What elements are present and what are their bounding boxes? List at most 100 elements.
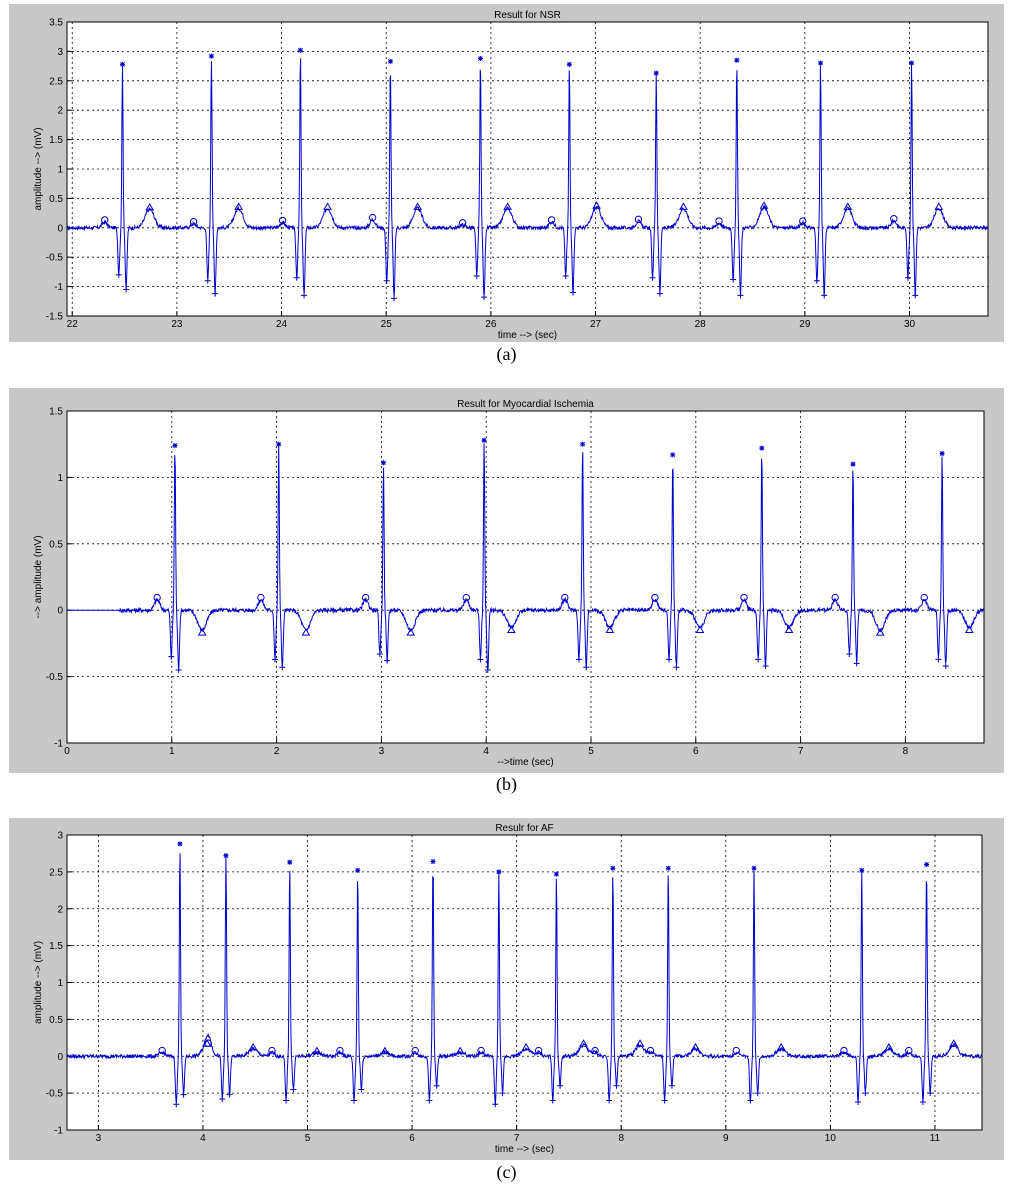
- t-wave-marker: [506, 625, 516, 633]
- chart-panel-a: Result for NSR 22 23 24 25 26 27 28 29 30 -1.5 -1 -0…: [0, 0, 1013, 372]
- t-wave-marker: [759, 201, 769, 209]
- y-tick-label: 2.5: [49, 867, 63, 878]
- t-wave-marker: [413, 202, 422, 210]
- s-wave-marker: [433, 1082, 440, 1089]
- s-wave-marker: [301, 292, 308, 299]
- y-tick-label: 1: [57, 978, 63, 989]
- y-tick-label: 3.5: [49, 18, 63, 29]
- x-tick-label: 5: [305, 1133, 311, 1144]
- q-wave-marker: [283, 1097, 290, 1104]
- chart-frame-a: Result for NSR 22 23 24 25 26 27 28 29 30 -1.5 -1 -0…: [9, 4, 1004, 342]
- t-wave-marker: [521, 1042, 531, 1051]
- t-wave-marker: [592, 201, 601, 209]
- x-tick-label: 30: [904, 319, 916, 330]
- s-wave-marker: [853, 660, 860, 667]
- ecg-trace: [67, 58, 989, 297]
- p-wave-marker: [740, 593, 748, 602]
- r-peak-marker: [751, 865, 757, 871]
- p-wave-marker: [361, 593, 370, 602]
- x-tick-label: 4: [483, 746, 489, 757]
- q-wave-marker: [661, 1097, 668, 1104]
- x-tick-label: 7: [798, 746, 804, 757]
- s-wave-marker: [942, 662, 949, 669]
- q-wave-marker: [747, 1097, 754, 1104]
- p-wave-marker: [920, 593, 928, 602]
- q-wave-marker: [204, 277, 211, 284]
- p-wave-marker: [268, 1046, 276, 1055]
- s-wave-marker: [656, 290, 663, 297]
- s-wave-marker: [175, 666, 182, 673]
- x-tick-label: 3: [96, 1133, 102, 1144]
- q-wave-marker: [383, 277, 390, 284]
- r-peak-marker: [380, 460, 386, 466]
- t-wave-marker: [691, 1042, 700, 1051]
- t-wave-marker: [197, 628, 207, 636]
- q-wave-marker: [813, 277, 820, 284]
- y-tick-label: 0.5: [49, 539, 63, 550]
- t-wave-marker: [248, 1042, 258, 1051]
- r-peak-marker: [481, 437, 487, 443]
- p-wave-marker: [840, 1046, 848, 1055]
- t-wave-marker: [949, 1039, 959, 1047]
- t-wave-marker: [234, 202, 244, 210]
- s-wave-marker: [927, 1090, 934, 1097]
- t-wave-marker: [323, 202, 332, 210]
- chart-frame-b: Result for Myocardial Ischemia 0 1 2 3 4 5 6 7 8 -…: [9, 388, 1004, 773]
- r-peak-marker: [665, 865, 671, 871]
- t-wave-marker: [884, 1042, 894, 1051]
- p-wave-marker: [732, 1046, 740, 1055]
- q-wave-marker: [473, 273, 480, 280]
- ecg-trace: [67, 443, 985, 670]
- y-tick-label: 0: [57, 1052, 63, 1063]
- r-peak-marker: [566, 61, 572, 67]
- p-wave-marker: [646, 1046, 655, 1055]
- y-tick-label: 2.5: [49, 76, 63, 87]
- t-wave-marker: [843, 202, 853, 210]
- x-tick-label: 29: [799, 319, 811, 330]
- p-wave-marker: [651, 593, 659, 602]
- p-wave-marker: [799, 217, 807, 225]
- s-wave-marker: [570, 289, 577, 296]
- p-wave-marker: [715, 217, 723, 225]
- r-peak-marker: [553, 871, 559, 877]
- x-tick-label: 26: [485, 319, 497, 330]
- t-wave-marker: [301, 628, 311, 636]
- s-wave-marker: [358, 1086, 365, 1093]
- p-wave-marker: [336, 1046, 344, 1055]
- q-wave-marker: [919, 1098, 926, 1105]
- chart-title: Result for NSR: [494, 10, 561, 21]
- p-wave-marker: [561, 593, 569, 602]
- y-tick-label: 0.5: [49, 1015, 63, 1026]
- y-tick-label: 1.5: [49, 135, 63, 146]
- p-wave-marker: [905, 1046, 913, 1055]
- p-wave-marker: [831, 593, 839, 602]
- r-peak-marker: [759, 445, 765, 451]
- q-wave-marker: [477, 656, 484, 663]
- q-wave-marker: [293, 274, 300, 281]
- y-tick-label: 1.5: [49, 407, 63, 418]
- r-peak-marker: [297, 47, 303, 53]
- p-wave-marker: [100, 216, 109, 224]
- s-wave-marker: [673, 664, 680, 671]
- r-peak-marker: [939, 450, 945, 456]
- plot-area: [66, 834, 983, 1131]
- s-wave-marker: [821, 292, 828, 299]
- r-peak-marker: [177, 841, 183, 847]
- y-tick-label: -1: [54, 739, 63, 750]
- y-tick-label: 0: [57, 606, 63, 617]
- t-wave-marker: [776, 1042, 786, 1051]
- t-wave-marker: [455, 1046, 465, 1055]
- chart-frame-c: Resulr for AF 3 4 5 6 7 8 9 10 11 -1 -0.5 0 0.5 1 1.5 2 2…: [9, 818, 1004, 1160]
- x-tick-label: 6: [693, 746, 699, 757]
- p-wave-marker: [634, 215, 643, 224]
- caption-b: (b): [496, 774, 517, 794]
- s-wave-marker: [912, 292, 919, 299]
- t-wave-marker: [145, 202, 155, 211]
- caption-c: (c): [496, 1162, 517, 1182]
- y-tick-label: 1: [57, 165, 63, 176]
- y-tick-label: 0: [57, 223, 63, 234]
- p-wave-marker: [477, 1046, 485, 1055]
- t-wave-marker: [875, 628, 885, 636]
- y-tick-label: 2: [57, 106, 63, 117]
- y-tick-label: -0.5: [46, 672, 64, 683]
